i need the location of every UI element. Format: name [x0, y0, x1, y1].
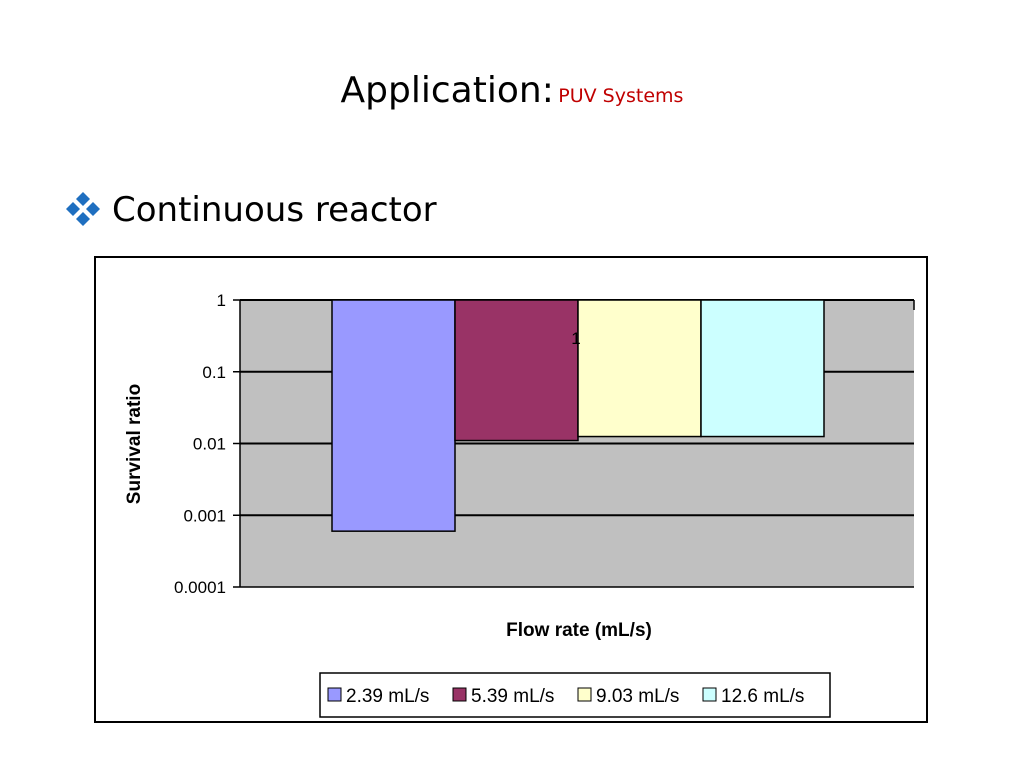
legend-label-2: 5.39 mL/s — [471, 686, 554, 707]
bar-1 — [331, 299, 456, 532]
legend-swatch-2 — [452, 687, 467, 702]
bar-4 — [700, 299, 825, 438]
y-tick-label: 0.01 — [193, 435, 226, 454]
legend-swatch-3 — [577, 687, 592, 702]
legend-swatch-1 — [327, 687, 342, 702]
y-tick-label: 1 — [217, 291, 226, 310]
legend-label-3: 9.03 mL/s — [596, 686, 679, 707]
bullet-item: Continuous reactor — [64, 190, 437, 230]
slide-subtitle: PUV Systems — [558, 85, 684, 107]
bullet-text: Continuous reactor — [112, 190, 437, 230]
legend-swatch-4 — [702, 687, 717, 702]
bar-3 — [577, 299, 702, 438]
survival-ratio-chart: 1 0.1 0.01 0.001 0.0001 1 Survival ratio Flow… — [124, 291, 915, 718]
stray-data-label: 1 — [571, 329, 580, 348]
y-tick-label: 0.0001 — [174, 578, 226, 597]
legend-label-1: 2.39 mL/s — [346, 686, 429, 707]
legend-box — [319, 672, 831, 718]
chart-frame: 1 0.1 0.01 0.001 0.0001 1 Survival ratio Flow… — [94, 256, 928, 723]
x-axis-title: Flow rate (mL/s) — [506, 620, 652, 641]
diamond-cluster-icon — [66, 192, 100, 226]
slide-title: Application: PUV Systems — [0, 70, 1024, 111]
y-tick-label: 0.1 — [202, 363, 226, 382]
slide-title-text: Application: — [340, 70, 554, 111]
legend-label-4: 12.6 mL/s — [721, 686, 804, 707]
y-tick-label: 0.001 — [183, 506, 226, 525]
bar-2 — [454, 299, 579, 442]
y-axis-title: Survival ratio — [124, 384, 145, 504]
